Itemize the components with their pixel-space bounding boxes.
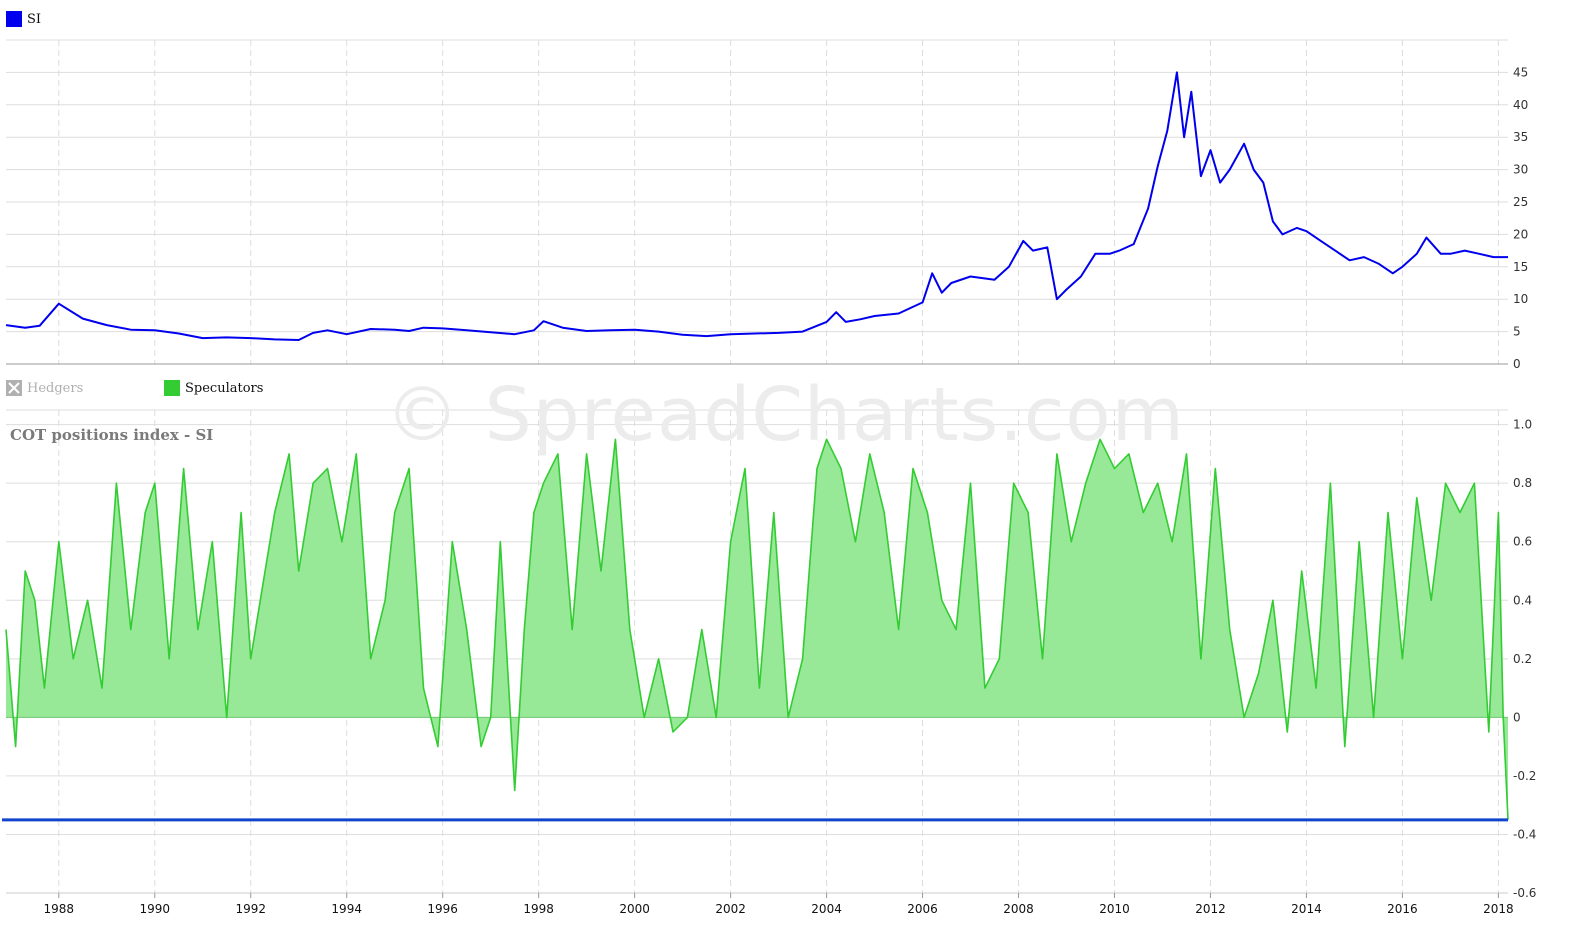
legend-speculators-label: Speculators — [185, 380, 264, 396]
y-tick-label: 0 — [1513, 710, 1521, 724]
legend-si-label: SI — [27, 11, 42, 27]
x-tick-label: 2006 — [907, 902, 938, 916]
legend-si[interactable]: SI — [6, 11, 41, 27]
hedgers-disabled-icon — [6, 380, 22, 396]
x-tick-label: 2004 — [811, 902, 842, 916]
y-tick-label: 35 — [1513, 130, 1528, 144]
legend-hedgers[interactable]: Hedgers — [6, 380, 83, 396]
y-tick-label: 20 — [1513, 227, 1528, 241]
x-tick-label: 2002 — [715, 902, 746, 916]
x-tick-label: 1988 — [44, 902, 75, 916]
y-tick-label: 0.2 — [1513, 652, 1532, 666]
legend-speculators-swatch — [164, 380, 180, 396]
y-tick-label: -0.6 — [1513, 886, 1536, 900]
x-tick-label: 2018 — [1483, 902, 1514, 916]
y-tick-label: 40 — [1513, 98, 1528, 112]
x-tick-label: 2014 — [1291, 902, 1322, 916]
legend-si-swatch — [6, 11, 22, 27]
series-line-speculators — [5, 438, 1509, 820]
x-tick-label: 2012 — [1195, 902, 1226, 916]
x-tick-label: 2016 — [1387, 902, 1418, 916]
y-tick-label: 0.8 — [1513, 476, 1532, 490]
x-tick-label: 1998 — [523, 902, 554, 916]
cot-panel-title: COT positions index - SI — [10, 426, 214, 444]
y-tick-label: 0.4 — [1513, 593, 1532, 607]
legend-speculators[interactable]: Speculators — [164, 380, 263, 396]
x-tick-label: 1994 — [331, 902, 362, 916]
legend-hedgers-label: Hedgers — [27, 380, 84, 396]
y-tick-label: 15 — [1513, 260, 1528, 274]
y-tick-label: -0.2 — [1513, 769, 1536, 783]
x-tick-label: 2000 — [619, 902, 650, 916]
series-area-speculators — [6, 439, 1508, 820]
y-tick-label: 45 — [1513, 65, 1528, 79]
cot-panel: -0.6 -0.4 -0.2 0 0.2 0.4 0.6 0.8 1.0 1988 1990 1992… — [2, 409, 1536, 916]
y-tick-label: -0.4 — [1513, 827, 1536, 841]
series-line-si — [5, 71, 1508, 341]
y-tick-label: 0 — [1513, 357, 1521, 371]
x-tick-label: 1990 — [139, 902, 170, 916]
price-panel: 0 5 10 15 20 25 30 35 40 45 — [5, 39, 1528, 371]
y-tick-label: 5 — [1513, 325, 1521, 339]
y-tick-label: 10 — [1513, 292, 1528, 306]
y-tick-label: 1.0 — [1513, 418, 1532, 432]
y-tick-label: 30 — [1513, 163, 1528, 177]
y-tick-label: 0.6 — [1513, 535, 1532, 549]
x-tick-label: 2010 — [1099, 902, 1130, 916]
y-tick-label: 25 — [1513, 195, 1528, 209]
x-tick-label: 1992 — [235, 902, 266, 916]
x-tick-label: 2008 — [1003, 902, 1034, 916]
x-tick-label: 1996 — [427, 902, 458, 916]
